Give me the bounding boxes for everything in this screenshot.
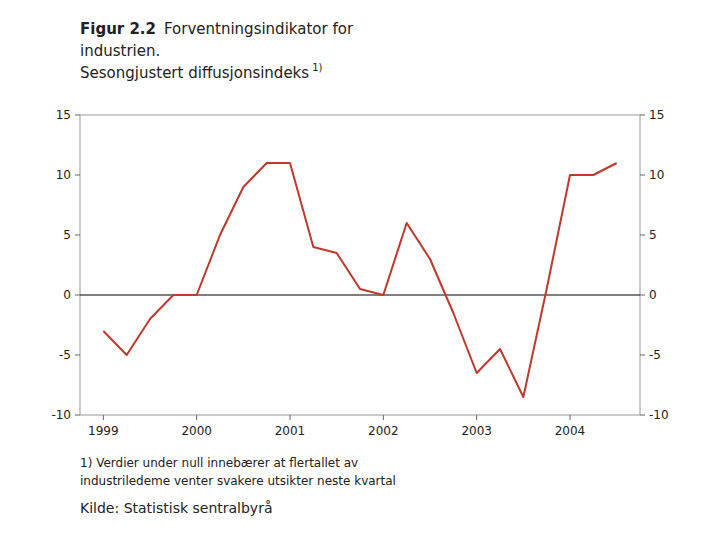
zero-line <box>80 294 640 295</box>
y2-tick <box>640 295 645 296</box>
y-tick <box>75 175 80 176</box>
y2-tick-label: 10 <box>649 168 664 182</box>
y-tick-label: -5 <box>59 348 71 362</box>
x-tick-label: 1999 <box>88 424 119 438</box>
y-tick-label: 10 <box>56 168 71 182</box>
y-tick <box>75 355 80 356</box>
y2-tick <box>640 175 645 176</box>
y-tick <box>75 235 80 236</box>
chart: Figur 2.2Forventningsindikator forindust… <box>0 0 720 540</box>
x-tick <box>570 415 571 420</box>
y-tick-label: 0 <box>63 288 71 302</box>
plot-area <box>80 163 640 397</box>
plot-frame <box>80 115 640 415</box>
y2-tick-label: -10 <box>649 408 669 422</box>
footnote: 1) Verdier under null innebærer at flert… <box>80 456 358 470</box>
y-tick-label: 5 <box>63 228 71 242</box>
y2-tick-label: 15 <box>649 108 664 122</box>
x-tick-label: 2004 <box>555 424 586 438</box>
y2-tick <box>640 355 645 356</box>
source: Kilde: Statistisk sentralbyrå <box>80 500 273 516</box>
y2-tick <box>640 115 645 116</box>
data-line <box>103 163 616 397</box>
y2-tick <box>640 415 645 416</box>
x-tick-label: 2000 <box>181 424 212 438</box>
subtitle: industrien. <box>80 42 160 60</box>
x-tick-label: 2003 <box>461 424 492 438</box>
title: Figur 2.2 <box>80 20 156 38</box>
footnote: industriledeme venter svakere utsikter n… <box>80 474 396 488</box>
x-tick <box>476 415 477 420</box>
y2-tick-label: -5 <box>649 348 661 362</box>
y-tick <box>75 415 80 416</box>
subtitle: Forventningsindikator for <box>164 20 354 38</box>
x-tick <box>103 415 104 420</box>
superscript: 1) <box>312 62 322 73</box>
y-tick-label: -10 <box>51 408 71 422</box>
y2-tick-label: 5 <box>649 228 657 242</box>
x-tick <box>383 415 384 420</box>
x-tick-label: 2002 <box>368 424 399 438</box>
x-tick <box>290 415 291 420</box>
y2-tick <box>640 235 645 236</box>
y-tick <box>75 115 80 116</box>
y2-tick-label: 0 <box>649 288 657 302</box>
x-tick-label: 2001 <box>275 424 306 438</box>
subtitle: Sesongjustert diffusjonsindeks <box>80 64 309 82</box>
y-tick-label: 15 <box>56 108 71 122</box>
x-tick <box>196 415 197 420</box>
y-tick <box>75 295 80 296</box>
